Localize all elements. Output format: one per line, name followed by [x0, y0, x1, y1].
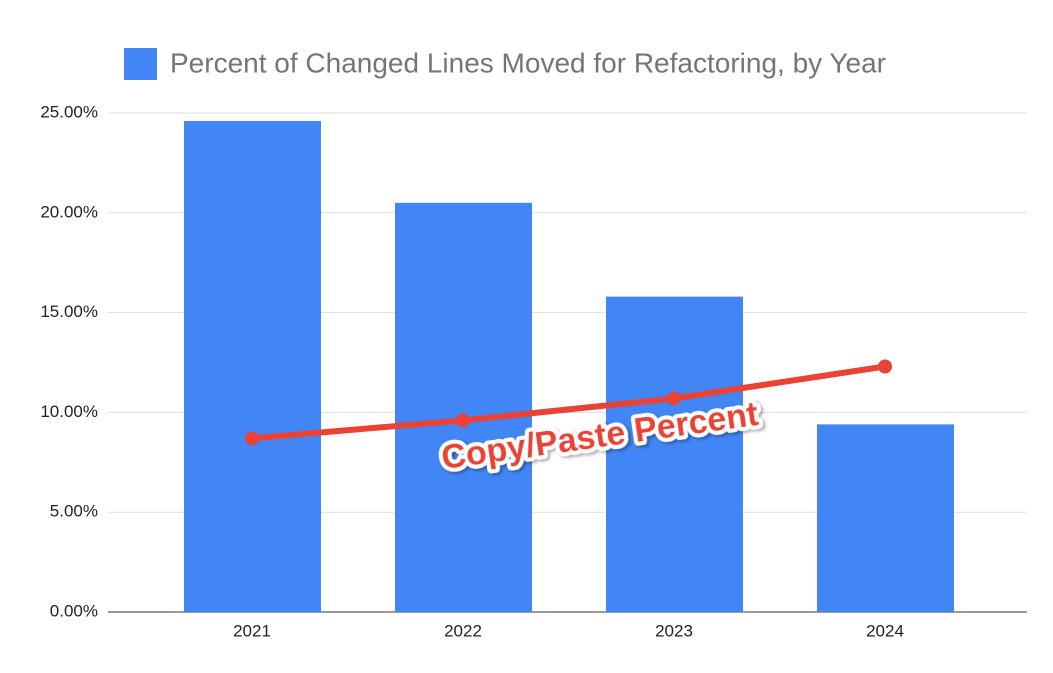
bar [395, 202, 532, 612]
x-tick-label: 2021 [233, 621, 271, 640]
line [249, 363, 888, 442]
line-point [245, 431, 259, 446]
line-point [456, 413, 470, 428]
line-point [878, 359, 892, 374]
y-tick-label: 15.00% [40, 302, 98, 321]
y-tick-label: 5.00% [50, 502, 98, 521]
bar [606, 296, 743, 612]
legend-label: Percent of Changed Lines Moved for Refac… [170, 47, 886, 78]
x-tick-label: 2023 [655, 621, 693, 640]
x-tick-label: 2024 [866, 621, 904, 640]
y-tick-label: 25.00% [40, 102, 98, 121]
bar [184, 120, 321, 612]
bar [817, 424, 954, 612]
x-tick-label: 2022 [444, 621, 482, 640]
legend-swatch [124, 48, 157, 80]
y-tick-label: 20.00% [40, 202, 98, 221]
line-point [667, 391, 681, 406]
y-tick-label: 0.00% [50, 601, 98, 620]
y-tick-label: 10.00% [40, 402, 98, 421]
